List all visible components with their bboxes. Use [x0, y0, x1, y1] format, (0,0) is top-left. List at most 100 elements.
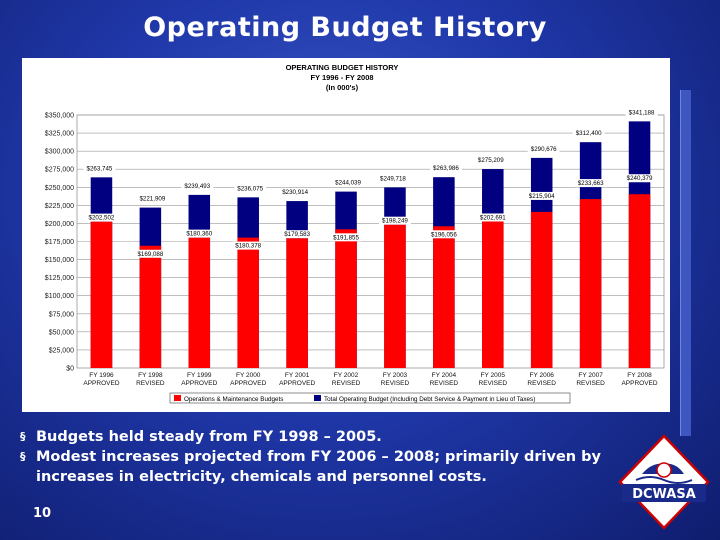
om-budget-bar	[286, 238, 308, 368]
data-label-box	[429, 164, 462, 173]
y-tick-label: $150,000	[45, 257, 74, 264]
x-tick-label: FY 2000	[236, 372, 261, 379]
total-data-label: $275,209	[478, 157, 504, 164]
y-tick-label: $350,000	[45, 113, 74, 120]
x-tick-label: REVISED	[381, 380, 410, 387]
om-budget-bar	[139, 245, 162, 368]
data-label-box	[476, 213, 509, 222]
y-tick-label: $0	[66, 366, 74, 373]
total-data-label: $239,493	[184, 183, 210, 190]
data-label-box	[330, 233, 363, 242]
om-budget-bar	[482, 221, 504, 368]
data-label-box	[525, 191, 558, 200]
legend-label: Operations & Maintenance Budgets	[184, 396, 283, 403]
total-data-label: $244,039	[335, 180, 361, 187]
x-tick-label: REVISED	[576, 380, 605, 387]
x-tick-label: FY 2002	[334, 372, 359, 379]
y-tick-label: $275,000	[45, 167, 74, 174]
chart-title-line: (In 000's)	[326, 83, 359, 92]
x-tick-label: FY 2004	[432, 372, 457, 379]
om-budget-bar	[237, 237, 259, 368]
x-tick-label: APPROVED	[83, 380, 119, 387]
data-label-box	[232, 241, 265, 250]
om-data-label: $179,583	[284, 231, 310, 238]
x-tick-label: APPROVED	[621, 380, 657, 387]
x-tick-label: APPROVED	[279, 380, 315, 387]
total-data-label: $341,188	[629, 109, 655, 116]
total-data-label: $221,909	[139, 196, 165, 203]
om-budget-bar	[628, 194, 651, 368]
data-label-box	[332, 178, 365, 187]
total-data-label: $249,718	[380, 175, 406, 182]
y-tick-label: $175,000	[45, 239, 74, 246]
om-budget-bar	[579, 199, 602, 368]
x-tick-label: FY 2008	[627, 372, 652, 379]
dcwasa-logo-icon: DCWASA	[618, 434, 710, 530]
y-tick-label: $75,000	[49, 311, 74, 318]
data-label-box	[83, 164, 116, 173]
bullet-text: Modest increases projected from FY 2006 …	[36, 449, 602, 485]
total-data-label: $263,986	[433, 165, 459, 172]
x-tick-label: FY 2006	[529, 372, 554, 379]
y-tick-label: $225,000	[45, 203, 74, 210]
y-tick-label: $50,000	[49, 329, 74, 336]
om-data-label: $191,855	[333, 234, 359, 241]
om-data-label: $240,379	[627, 175, 653, 182]
x-tick-label: REVISED	[527, 380, 556, 387]
om-budget-bar	[335, 229, 357, 368]
om-data-label: $169,088	[137, 251, 163, 258]
total-data-label: $290,676	[531, 146, 557, 153]
y-tick-label: $200,000	[45, 221, 74, 228]
om-data-label: $202,691	[480, 214, 506, 221]
x-tick-label: FY 2007	[578, 372, 603, 379]
y-tick-label: $300,000	[45, 149, 74, 156]
om-data-label: $180,360	[186, 231, 212, 238]
chart-title-line: OPERATING BUDGET HISTORY	[286, 63, 399, 72]
x-tick-label: FY 2001	[285, 372, 310, 379]
bullet-item: § Modest increases projected from FY 200…	[20, 447, 640, 487]
om-data-label: $196,056	[431, 231, 457, 238]
x-tick-label: REVISED	[332, 380, 361, 387]
om-budget-bar	[530, 211, 553, 368]
data-label-box	[281, 230, 314, 239]
total-data-label: $236,075	[237, 185, 263, 192]
om-budget-bar	[90, 221, 113, 368]
x-tick-label: FY 2005	[481, 372, 506, 379]
om-budget-bar	[188, 237, 211, 368]
data-label-box	[136, 194, 169, 203]
x-tick-label: REVISED	[430, 380, 459, 387]
om-data-label: $233,663	[578, 180, 604, 187]
legend-swatch-total	[314, 395, 321, 401]
x-tick-label: APPROVED	[181, 380, 217, 387]
om-budget-bar	[384, 224, 406, 368]
total-data-label: $230,914	[282, 189, 308, 196]
y-tick-label: $100,000	[45, 293, 74, 300]
data-label-box	[474, 156, 507, 165]
data-label-box	[279, 188, 312, 197]
bullet-text: Budgets held steady from FY 1998 – 2005.	[36, 429, 382, 445]
x-tick-label: REVISED	[479, 380, 508, 387]
bullet-list: § Budgets held steady from FY 1998 – 200…	[20, 427, 640, 487]
data-label-box	[572, 129, 605, 138]
x-tick-label: FY 2003	[383, 372, 408, 379]
data-label-box	[234, 184, 267, 193]
om-data-label: $180,378	[235, 243, 261, 250]
data-label-box	[181, 181, 214, 190]
legend-box	[169, 392, 571, 404]
data-label-box	[378, 216, 411, 225]
data-label-box	[183, 229, 216, 238]
data-label-box	[427, 230, 460, 239]
y-tick-label: $250,000	[45, 185, 74, 192]
scrollbar[interactable]	[680, 90, 691, 436]
slide-title: Operating Budget History	[143, 12, 547, 43]
y-tick-label: $125,000	[45, 275, 74, 282]
x-tick-label: FY 1998	[138, 372, 163, 379]
data-label-box	[625, 108, 658, 117]
data-label-box	[623, 174, 656, 183]
bullet-marker: §	[20, 430, 26, 443]
page-number: 10	[33, 506, 52, 521]
legend-swatch-om	[174, 395, 181, 401]
logo-text: DCWASA	[632, 487, 696, 502]
data-label-box	[85, 213, 118, 222]
